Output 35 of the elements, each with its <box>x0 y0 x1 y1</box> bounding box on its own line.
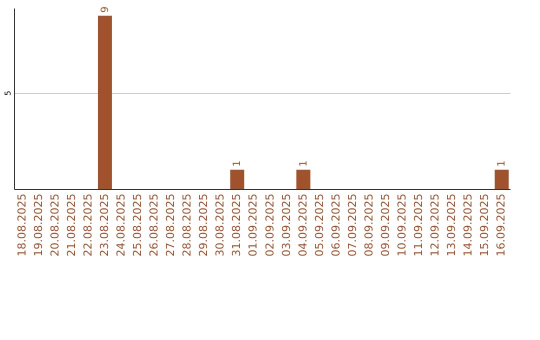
x-tick-label: 23.08.2025 <box>98 194 111 256</box>
x-tick-label: 16.09.2025 <box>494 194 508 256</box>
x-tick-label: 11.09.2025 <box>412 194 426 256</box>
x-tick-label: 15.09.2025 <box>478 194 492 256</box>
x-tick-label: 29.08.2025 <box>197 194 210 256</box>
x-tick-label: 07.09.2025 <box>346 194 359 256</box>
x-tick-label: 25.08.2025 <box>131 194 144 256</box>
x-tick-label: 18.08.2025 <box>15 194 28 256</box>
x-tick-label: 12.09.2025 <box>428 194 442 256</box>
x-tick-label: 22.08.2025 <box>81 194 94 256</box>
x-tick-label: 03.09.2025 <box>280 194 293 256</box>
x-tick-label: 04.09.2025 <box>296 194 310 256</box>
x-tick-label: 06.09.2025 <box>329 194 342 256</box>
data-label: 1 <box>232 160 244 167</box>
data-label: 1 <box>496 160 508 167</box>
x-tick-label: 01.09.2025 <box>246 194 260 256</box>
x-tick-label: 28.08.2025 <box>180 194 194 256</box>
x-tick-label: 20.08.2025 <box>48 194 62 256</box>
x-tick-label: 10.09.2025 <box>396 194 409 256</box>
x-tick-label: 30.08.2025 <box>214 194 227 256</box>
y-tick-label: 5 <box>4 90 12 96</box>
data-label: 9 <box>100 6 111 13</box>
x-tick-label: 26.08.2025 <box>148 194 161 256</box>
x-tick-label: 14.09.2025 <box>462 194 475 256</box>
x-tick-label: 21.08.2025 <box>64 194 78 256</box>
data-label: 1 <box>298 160 310 167</box>
x-tick-label: 19.08.2025 <box>32 194 45 256</box>
x-tick-label: 08.09.2025 <box>362 194 376 256</box>
x-tick-label: 31.08.2025 <box>230 194 244 256</box>
x-tick-label: 09.09.2025 <box>379 194 392 256</box>
x-tick-label: 24.08.2025 <box>114 194 128 256</box>
x-tick-label: 05.09.2025 <box>312 194 326 256</box>
x-tick-label: 27.08.2025 <box>164 194 178 256</box>
x-tick-label: 13.09.2025 <box>445 194 458 256</box>
x-tick-label: 02.09.2025 <box>263 194 276 256</box>
